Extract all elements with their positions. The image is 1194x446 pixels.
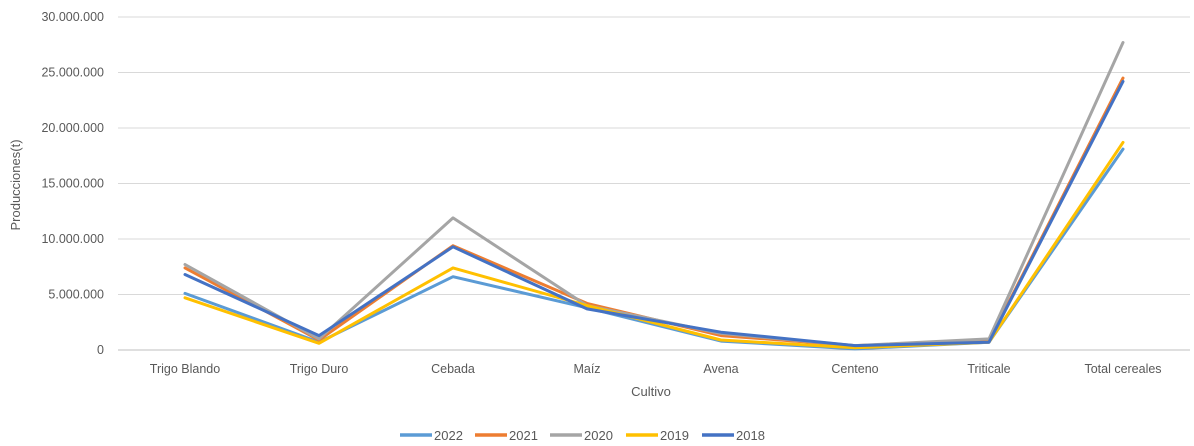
y-tick-label: 0 (97, 343, 104, 357)
y-tick-label: 15.000.000 (41, 177, 104, 191)
x-tick-label: Maíz (573, 362, 600, 376)
y-tick-label: 5.000.000 (48, 288, 104, 302)
x-tick-label: Cebada (431, 362, 475, 376)
series-line-2020 (183, 41, 1125, 348)
y-tick-label: 20.000.000 (41, 121, 104, 135)
legend-label: 2018 (736, 428, 765, 441)
legend-label: 2021 (509, 428, 538, 441)
legend-item-2018: 2018 (702, 428, 765, 443)
x-tick-label: Avena (703, 362, 738, 376)
x-axis-ticks: Trigo Blando Trigo Duro Cebada Maíz Avena Cen… (150, 362, 1162, 376)
x-tick-label: Trigo Duro (290, 362, 349, 376)
legend-item-2022: 2022 (400, 428, 463, 443)
series-line-2021 (183, 76, 1125, 348)
y-tick-label: 25.000.000 (41, 66, 104, 80)
legend-label: 2022 (434, 428, 463, 441)
x-axis-title: Cultivo (631, 384, 671, 399)
legend-label: 2020 (584, 428, 613, 441)
y-tick-label: 30.000.000 (41, 10, 104, 24)
x-tick-label: Trigo Blando (150, 362, 220, 376)
grid-lines (118, 16, 1190, 351)
series-line-2018 (183, 79, 1125, 348)
y-axis-ticks: 0 5.000.000 10.000.000 15.000.000 20.000.000… (41, 10, 104, 357)
legend-item-2019: 2019 (626, 428, 689, 443)
y-axis-title: Producciones(t) (8, 139, 23, 230)
legend-item-2020: 2020 (550, 428, 613, 443)
series-lines (183, 41, 1125, 351)
legend-item-2021: 2021 (475, 428, 538, 443)
series-line-2019 (183, 140, 1125, 350)
y-tick-label: 10.000.000 (41, 232, 104, 246)
x-tick-label: Triticale (967, 362, 1010, 376)
x-tick-label: Total cereales (1084, 362, 1161, 376)
legend: 2022 2021 2020 2019 2018 (400, 428, 765, 443)
x-tick-label: Centeno (831, 362, 878, 376)
legend-label: 2019 (660, 428, 689, 441)
